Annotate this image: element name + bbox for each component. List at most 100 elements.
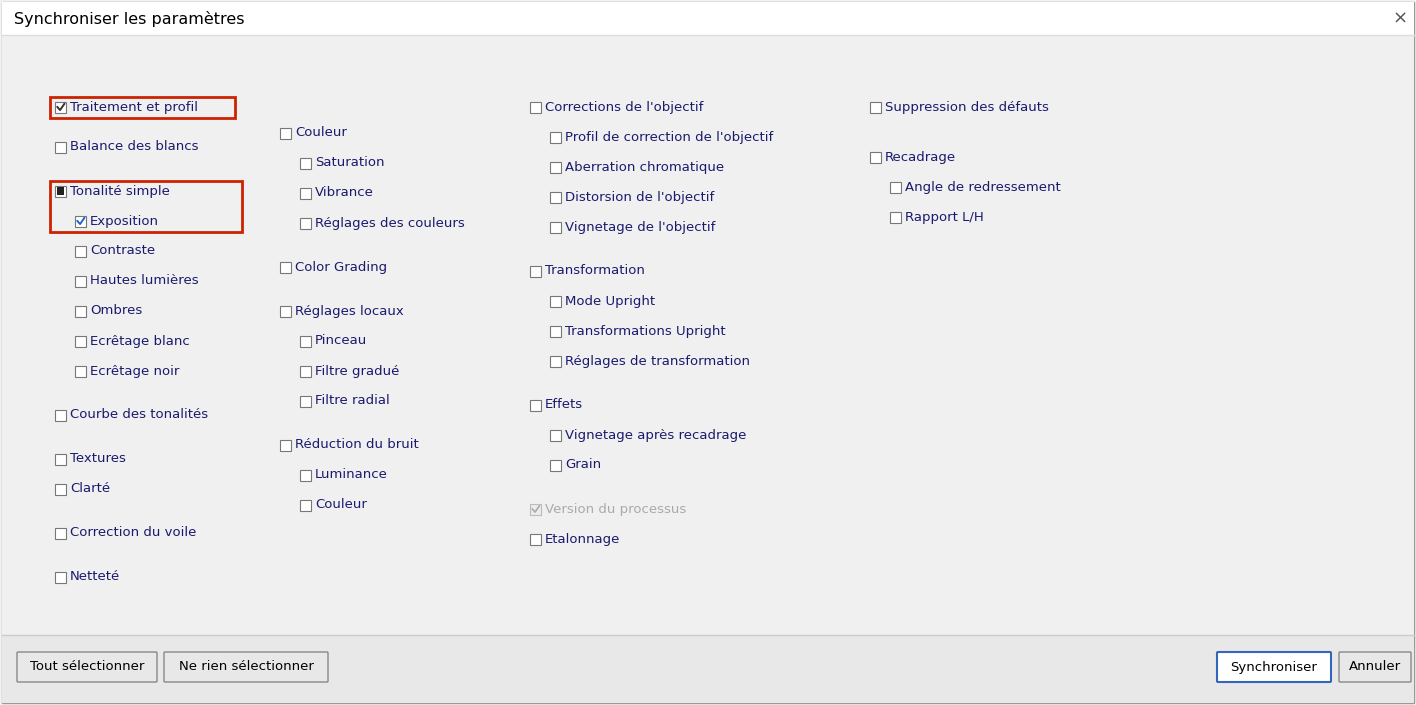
Bar [300, 218, 312, 228]
Bar [55, 572, 67, 582]
Text: Synchroniser les paramètres: Synchroniser les paramètres [14, 11, 245, 27]
Bar [1, 35, 1415, 635]
Bar [75, 276, 86, 286]
Bar [50, 180, 242, 231]
Text: Corrections de l'objectif: Corrections de l'objectif [545, 101, 704, 114]
Text: Netteté: Netteté [69, 570, 120, 584]
Text: Saturation: Saturation [314, 157, 385, 169]
Text: Vignetage après recadrage: Vignetage après recadrage [565, 429, 746, 441]
Text: Couleur: Couleur [295, 126, 347, 140]
Bar [50, 97, 235, 118]
Text: Mode Upright: Mode Upright [565, 295, 656, 307]
Bar [280, 128, 292, 138]
Text: Ne rien sélectionner: Ne rien sélectionner [178, 661, 313, 673]
Bar [549, 132, 561, 142]
Bar [75, 216, 86, 226]
Bar [549, 161, 561, 173]
Bar [75, 365, 86, 376]
Text: Réduction du bruit: Réduction du bruit [295, 439, 419, 451]
Bar [280, 262, 292, 273]
Text: Etalonnage: Etalonnage [545, 532, 620, 546]
Bar [57, 188, 64, 195]
Bar [75, 336, 86, 346]
Text: Angle de redressement: Angle de redressement [905, 180, 1061, 193]
Text: Courbe des tonalités: Courbe des tonalités [69, 408, 208, 422]
Bar [530, 400, 541, 410]
Bar [300, 365, 312, 376]
Bar [549, 221, 561, 233]
Bar [280, 439, 292, 450]
Bar [891, 212, 901, 223]
Text: Filtre gradué: Filtre gradué [314, 364, 399, 377]
Bar [55, 453, 67, 465]
Text: Profil de correction de l'objectif: Profil de correction de l'objectif [565, 130, 773, 144]
Text: Ecrêtage blanc: Ecrêtage blanc [91, 334, 190, 348]
Bar [55, 527, 67, 539]
Bar [549, 295, 561, 307]
Bar [55, 410, 67, 420]
Bar [549, 326, 561, 336]
Text: Suppression des défauts: Suppression des défauts [885, 101, 1049, 114]
Bar [280, 305, 292, 317]
Text: Correction du voile: Correction du voile [69, 527, 197, 539]
FancyBboxPatch shape [164, 652, 329, 682]
Text: Balance des blancs: Balance des blancs [69, 140, 198, 154]
Text: Textures: Textures [69, 453, 126, 465]
Bar [1, 635, 1415, 703]
Bar [530, 102, 541, 113]
FancyBboxPatch shape [1340, 652, 1410, 682]
Text: Filtre radial: Filtre radial [314, 395, 389, 407]
Bar [55, 185, 67, 197]
FancyBboxPatch shape [1216, 652, 1331, 682]
Text: Tonalité simple: Tonalité simple [69, 185, 170, 197]
Text: Exposition: Exposition [91, 214, 159, 228]
Bar [300, 500, 312, 510]
Text: Synchroniser: Synchroniser [1231, 661, 1317, 673]
Bar [869, 152, 881, 162]
Text: Ombres: Ombres [91, 305, 142, 317]
Text: Clarté: Clarté [69, 482, 110, 496]
Text: Réglages de transformation: Réglages de transformation [565, 355, 750, 367]
Bar [549, 192, 561, 202]
Text: Pinceau: Pinceau [314, 334, 367, 348]
Bar [55, 142, 67, 152]
Text: Vibrance: Vibrance [314, 187, 374, 200]
Text: Grain: Grain [565, 458, 602, 472]
Text: Réglages des couleurs: Réglages des couleurs [314, 216, 464, 230]
Text: Effets: Effets [545, 398, 583, 412]
Text: Hautes lumières: Hautes lumières [91, 274, 198, 288]
Bar [549, 355, 561, 367]
Bar [55, 102, 67, 113]
Bar [530, 266, 541, 276]
Text: Color Grading: Color Grading [295, 261, 387, 274]
Text: Recadrage: Recadrage [885, 150, 956, 164]
Bar [55, 484, 67, 494]
Text: Transformations Upright: Transformations Upright [565, 324, 725, 338]
Text: Rapport L/H: Rapport L/H [905, 211, 984, 223]
Text: ×: × [1392, 10, 1408, 28]
Bar [300, 470, 312, 481]
Text: Contraste: Contraste [91, 245, 156, 257]
Text: Transformation: Transformation [545, 264, 644, 278]
Bar [549, 429, 561, 441]
Bar [549, 460, 561, 470]
Text: Aberration chromatique: Aberration chromatique [565, 161, 724, 173]
Bar [530, 503, 541, 515]
Text: Annuler: Annuler [1349, 661, 1400, 673]
Bar [75, 305, 86, 317]
Text: Luminance: Luminance [314, 469, 388, 482]
Bar [869, 102, 881, 113]
Text: Version du processus: Version du processus [545, 503, 687, 515]
Text: Tout sélectionner: Tout sélectionner [30, 661, 144, 673]
Bar [530, 534, 541, 544]
Bar [300, 336, 312, 346]
Text: Traitement et profil: Traitement et profil [69, 101, 198, 114]
Bar [1, 2, 1415, 35]
Text: Vignetage de l'objectif: Vignetage de l'objectif [565, 221, 715, 233]
Text: Couleur: Couleur [314, 498, 367, 512]
FancyBboxPatch shape [17, 652, 157, 682]
Bar [300, 157, 312, 168]
Bar [300, 396, 312, 407]
Text: Distorsion de l'objectif: Distorsion de l'objectif [565, 190, 714, 204]
Bar [75, 245, 86, 257]
